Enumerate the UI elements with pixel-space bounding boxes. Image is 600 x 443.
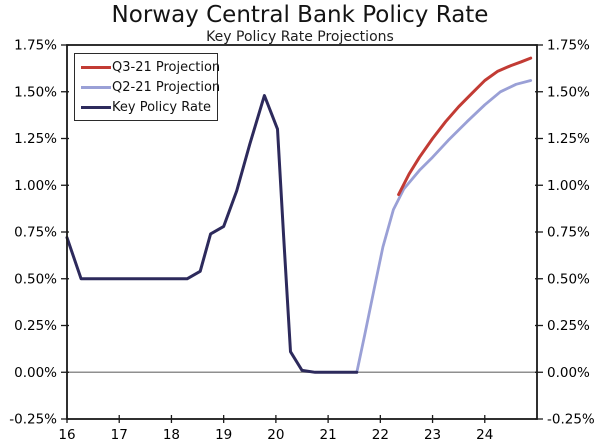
y-axis-label-right: 0.75%: [547, 225, 590, 241]
y-axis-label-right: 0.25%: [547, 318, 590, 334]
y-axis-label-right: 1.50%: [547, 84, 590, 100]
x-axis-label: 18: [163, 427, 180, 443]
y-axis-label-right: 0.00%: [547, 365, 590, 381]
y-axis-label-left: -0.25%: [9, 412, 57, 428]
series-key-policy-rate-line: [65, 94, 359, 374]
legend-label: Q3-21 Projection: [112, 59, 221, 75]
y-axis-label-right: -0.25%: [547, 412, 595, 428]
legend-label: Key Policy Rate: [112, 99, 212, 115]
legend-item-q2-21-projection: Q2-21 Projection: [81, 79, 220, 95]
x-axis-label: 17: [111, 427, 128, 443]
x-axis-label: 23: [424, 427, 441, 443]
q2-21-line-swatch: [81, 85, 111, 89]
x-axis-label: 20: [267, 427, 284, 443]
x-axis-label: 16: [58, 427, 75, 443]
y-axis-label-right: 1.75%: [547, 38, 590, 54]
x-axis-label: 21: [320, 427, 337, 443]
legend-item-key-policy-rate: Key Policy Rate: [81, 99, 211, 115]
y-axis-label-left: 1.50%: [14, 84, 57, 100]
y-axis-label-left: 1.75%: [14, 38, 57, 54]
y-axis-label-left: 0.25%: [14, 318, 57, 334]
chart-title: Norway Central Bank Policy Rate: [111, 2, 489, 28]
y-axis-label-left: 1.25%: [14, 131, 57, 147]
x-axis-label: 22: [372, 427, 389, 443]
y-axis-label-right: 1.25%: [547, 131, 590, 147]
q3-21-line-swatch: [81, 65, 111, 69]
x-axis-label: 24: [476, 427, 493, 443]
series-q2-21-projection-line: [355, 79, 533, 374]
y-axis-label-left: 1.00%: [14, 178, 57, 194]
y-axis-label-left: 0.75%: [14, 225, 57, 241]
legend-item-q3-21-projection: Q3-21 Projection: [81, 59, 220, 75]
y-axis-label-left: 0.00%: [14, 365, 57, 381]
legend-label: Q2-21 Projection: [112, 79, 221, 95]
chart-subtitle: Key Policy Rate Projections: [206, 29, 394, 45]
y-axis-label-right: 0.50%: [547, 271, 590, 287]
key-policy-rate-line-swatch: [81, 105, 111, 109]
y-axis-label-left: 0.50%: [14, 271, 57, 287]
chart-legend: Q3-21 Projection Q2-21 Projection Key Po…: [74, 53, 220, 121]
x-axis-label: 19: [215, 427, 232, 443]
y-axis-label-right: 1.00%: [547, 178, 590, 194]
series-q3-21-projection-line: [397, 56, 533, 197]
